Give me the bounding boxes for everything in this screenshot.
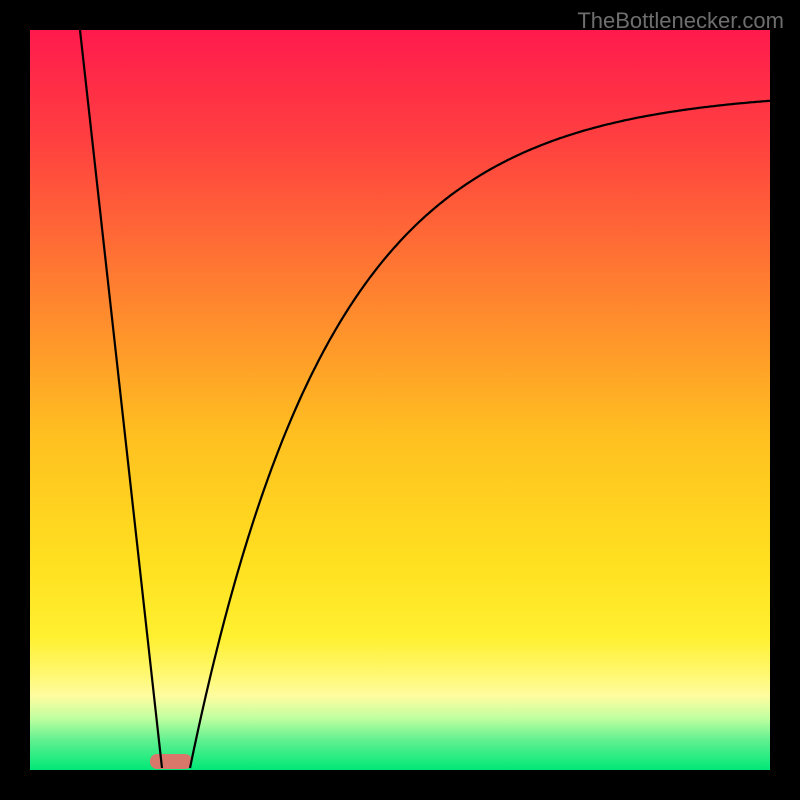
gradient-background	[30, 30, 770, 770]
valley-marker	[150, 754, 192, 769]
watermark-text: TheBottlenecker.com	[577, 8, 784, 34]
